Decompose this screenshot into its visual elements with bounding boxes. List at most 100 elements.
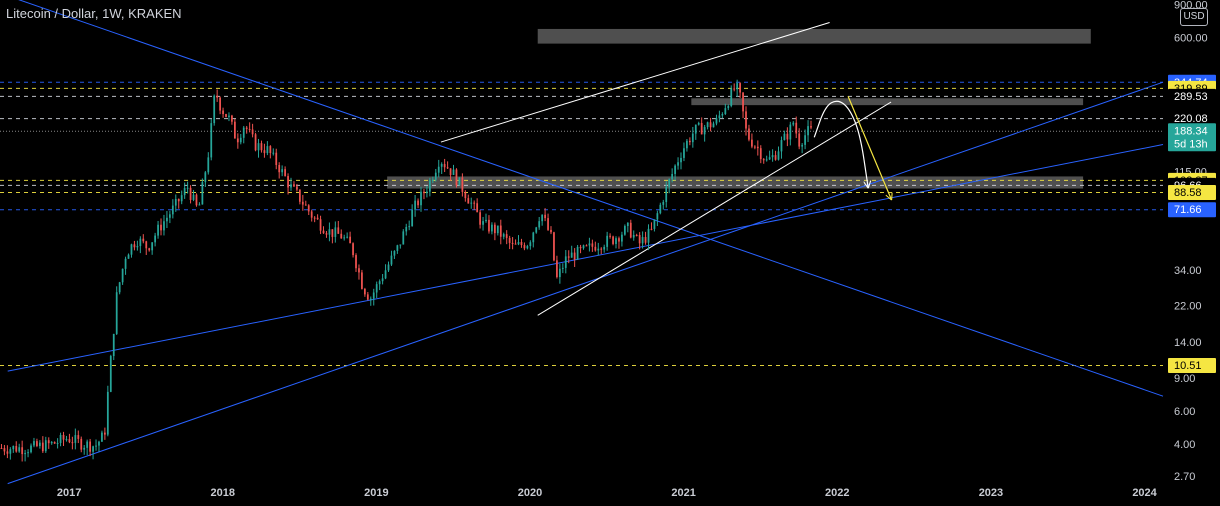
currency-button[interactable]: USD [1180, 8, 1208, 26]
price-axis[interactable]: 900.00600.00115.0034.0022.0014.009.006.0… [1174, 0, 1208, 483]
candle-body [195, 194, 198, 206]
candle-body [449, 168, 452, 175]
candle-body [74, 435, 77, 443]
price-level-badge [1168, 88, 1216, 104]
candle-body [414, 200, 416, 210]
candle-body [691, 133, 694, 143]
candle-body [703, 127, 706, 135]
price-level-label: 289.53 [1174, 91, 1208, 103]
candle-body [251, 129, 254, 135]
candle-body [426, 191, 428, 194]
candle-body [95, 445, 97, 447]
candle-body [139, 238, 142, 247]
candle-body [266, 146, 269, 154]
resistance-zone [537, 28, 1091, 44]
candle-body [529, 242, 532, 247]
candle-body [12, 446, 15, 450]
candle-body [163, 221, 165, 231]
candle-body [777, 151, 780, 160]
candle-body [192, 194, 195, 200]
candle-body [148, 248, 151, 251]
candle-body [307, 205, 310, 212]
candle-body [408, 226, 411, 228]
candle-body [440, 164, 443, 167]
candle-body [417, 200, 419, 206]
candle-body [573, 252, 576, 260]
blue-trendline [7, 81, 1164, 485]
candle-body [160, 224, 162, 231]
candle-body [222, 110, 224, 115]
candle-body [745, 111, 747, 129]
candle-body [638, 235, 641, 244]
candle-body [491, 224, 493, 232]
candle-body [272, 152, 275, 154]
candle-body [780, 140, 783, 152]
candle-body [145, 241, 148, 249]
candle-body [561, 267, 564, 269]
candle-body [216, 95, 219, 98]
candle-body [502, 234, 505, 237]
candle-body [665, 186, 668, 203]
candle-body [668, 179, 671, 187]
candle-body [511, 242, 514, 244]
candle-body [748, 128, 750, 140]
candle-body [535, 227, 538, 233]
x-tick-label: 2017 [57, 487, 81, 499]
candle-body [715, 118, 718, 124]
candle-body [739, 83, 741, 93]
candle-body [316, 217, 319, 220]
candle-body [106, 391, 109, 435]
candle-body [133, 244, 136, 248]
candle-body [328, 229, 331, 235]
candle-body [384, 270, 387, 279]
price-level-label: 220.08 [1174, 113, 1208, 125]
candle-body [290, 184, 292, 188]
white-projection-path [813, 100, 868, 187]
candle-body [325, 233, 328, 235]
candle-body [420, 191, 422, 206]
candle-body [653, 219, 656, 229]
candle-body [387, 264, 390, 271]
yellow-projection-path [847, 96, 891, 198]
candle-body [753, 146, 756, 148]
candle-body [68, 439, 71, 443]
candle-body [520, 242, 523, 246]
x-tick-label: 2024 [1132, 487, 1157, 499]
candle-body [101, 432, 103, 442]
candle-body [697, 123, 700, 125]
candle-body [340, 233, 343, 239]
candle-body [686, 140, 688, 149]
price-level-badge [1168, 123, 1216, 152]
candle-body [458, 177, 461, 186]
candle-body [618, 238, 620, 242]
candle-body [629, 222, 632, 238]
candle-body [207, 157, 210, 173]
candle-body [485, 219, 487, 222]
y-tick-label: 900.00 [1174, 0, 1208, 11]
candle-body [641, 237, 644, 244]
candle-body [30, 445, 32, 453]
candle-body [198, 204, 201, 206]
candlesticks [0, 79, 812, 462]
candle-body [166, 217, 168, 222]
candle-body [570, 252, 573, 258]
candle-body [21, 447, 24, 455]
candle-body [712, 123, 715, 128]
candle-body [532, 232, 535, 243]
blue-trendline [7, 144, 1164, 372]
candle-body [606, 235, 609, 247]
candle-body [792, 122, 795, 125]
resistance-zone [691, 98, 1084, 106]
candle-body [694, 124, 697, 134]
candle-body [547, 218, 549, 230]
x-tick-label: 2023 [979, 487, 1003, 499]
candle-body [381, 278, 384, 282]
y-tick-label: 22.00 [1174, 301, 1202, 313]
time-axis[interactable]: 2017 2018 2019 2020 2021 2022 2023 2024 [57, 487, 1158, 499]
candle-body [157, 224, 159, 236]
candle-body [298, 189, 301, 202]
candle-body [765, 159, 768, 161]
candle-body [219, 97, 221, 111]
